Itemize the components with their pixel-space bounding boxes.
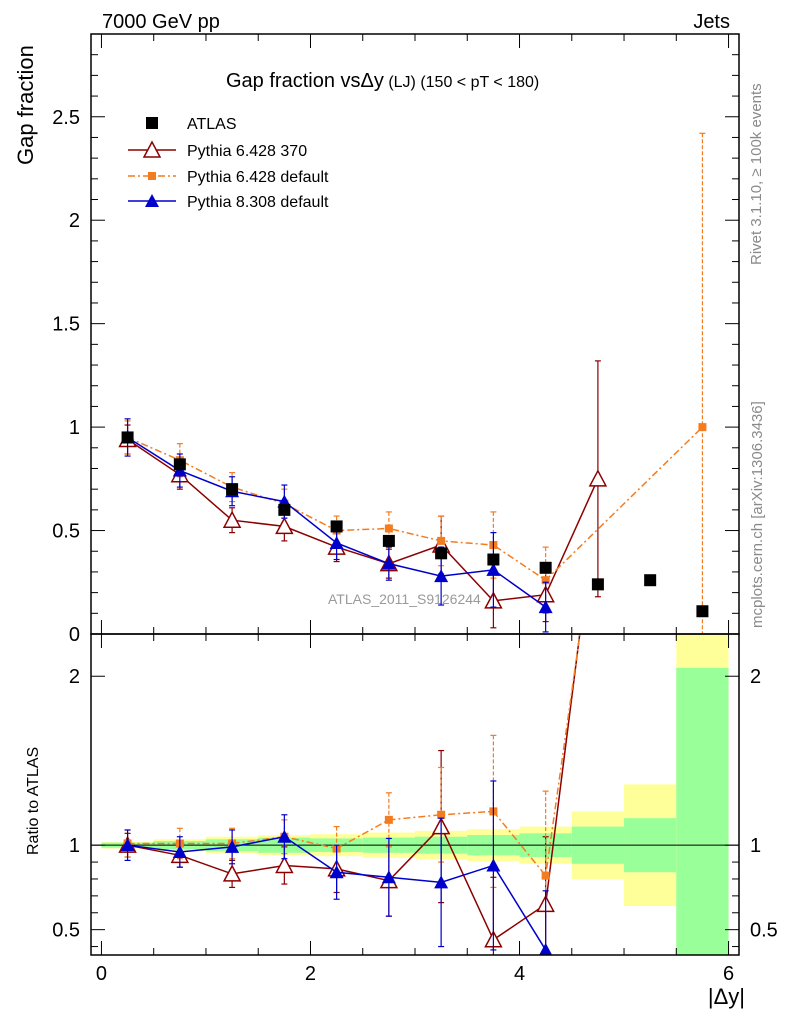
top-atlas-point	[435, 547, 448, 560]
top-y-axis-label: Gap fraction	[13, 45, 38, 165]
legend: ATLAS Pythia 6.428 370 Pythia 6.428 defaul…	[128, 116, 329, 211]
legend-marker	[148, 172, 156, 180]
legend-marker	[145, 194, 159, 207]
ratio-pythia-6-428-default-point	[437, 810, 446, 819]
top-atlas-point	[330, 520, 343, 533]
analysis-watermark: ATLAS_2011_S9126244	[328, 591, 481, 607]
top-y-tick-label: 1	[69, 417, 80, 439]
bottom-y-tick-label-right: 0.5	[750, 920, 778, 942]
green-band-bin	[676, 667, 729, 955]
top-pythia-6-428-370-point	[222, 510, 242, 528]
top-panel-series	[118, 132, 709, 634]
ratio-pythia-8-308-default-point	[486, 858, 501, 872]
bottom-y-tick-label-right: 2	[750, 666, 761, 688]
top-atlas-point	[591, 578, 604, 591]
legend-label: ATLAS	[187, 116, 237, 133]
ratio-pythia-8-308-default-point	[172, 844, 187, 858]
header-left-label: 7000 GeV pp	[102, 11, 220, 33]
bottom-y-axis-label: Ratio to ATLAS	[25, 747, 42, 855]
top-pythia-6-428-370-point	[588, 469, 608, 487]
top-pythia-6-428-default-point	[437, 536, 446, 545]
bottom-y-tick-label: 1	[69, 835, 80, 857]
ratio-pythia-8-308-default-point	[277, 829, 292, 843]
top-pythia-8-308-default-point	[434, 569, 449, 583]
ratio-pythia-8-308-default-point	[225, 839, 240, 853]
x-tick-label: 2	[305, 963, 316, 985]
x-axis-label: |Δy|	[708, 984, 745, 1009]
top-atlas-point	[539, 561, 552, 574]
ratio-pythia-6-428-370-point	[222, 864, 242, 882]
ratio-pythia-8-308-default-point	[329, 865, 344, 879]
top-atlas-point	[278, 503, 291, 516]
x-tick-label: 0	[96, 963, 107, 985]
top-atlas-point	[121, 431, 134, 444]
x-tick-label: 4	[514, 963, 525, 985]
top-atlas-point	[644, 574, 657, 587]
mcplots-label: mcplots.cern.ch [arXiv:1306.3436]	[749, 401, 766, 628]
bottom-panel-axes	[91, 634, 739, 955]
legend-label: Pythia 8.308 default	[187, 194, 329, 211]
top-pythia-8-308-default-point	[538, 600, 553, 614]
top-y-tick-label: 2	[69, 210, 80, 232]
top-atlas-point	[226, 483, 239, 496]
top-y-tick-label: 2.5	[52, 107, 80, 129]
legend-label: Pythia 6.428 default	[187, 169, 329, 186]
top-atlas-point	[382, 534, 395, 547]
top-pythia-8-308-default-point	[329, 535, 344, 549]
legend-label: Pythia 6.428 370	[187, 143, 307, 160]
top-atlas-point	[696, 605, 709, 618]
chart-title-main: Gap fraction vs	[226, 70, 361, 92]
top-y-tick-label: 0.5	[52, 521, 80, 543]
bottom-y-tick-label-right: 1	[750, 835, 761, 857]
ratio-pythia-6-428-default-point	[541, 871, 550, 880]
top-pythia-6-428-370-point	[275, 516, 294, 535]
chart-title-var: y	[374, 70, 384, 92]
legend-marker	[142, 140, 162, 158]
bottom-panel-frame	[90, 633, 740, 956]
chart-title-delta: Δ	[361, 70, 374, 92]
bottom-y-tick-label: 0.5	[52, 920, 80, 942]
ratio-pythia-8-308-default-point	[434, 875, 449, 889]
ratio-pythia-6-428-370-line	[127, 634, 581, 941]
chart-title-rest: (LJ) (150 < pT < 180)	[384, 74, 539, 91]
ratio-pythia-6-428-default-line	[127, 634, 581, 878]
top-pythia-6-428-default-point	[541, 576, 550, 585]
ratio-pythia-8-308-default-point	[120, 838, 135, 852]
ratio-pythia-6-428-370-point	[275, 855, 294, 874]
legend-marker	[146, 117, 158, 129]
top-panel-axes	[91, 34, 739, 635]
top-pythia-6-428-default-point	[698, 423, 707, 432]
top-y-tick-label: 1.5	[52, 314, 80, 336]
header-right-label: Jets	[693, 11, 730, 33]
x-tick-label: 6	[723, 963, 734, 985]
top-pythia-8-308-default-point	[381, 556, 396, 570]
tick-labels: 0 2 4 6 0 0.5 1 1.5 2 2.5 0.5 0.5 1 1 2 2	[52, 107, 778, 985]
ratio-uncertainty-bands	[101, 634, 729, 955]
top-atlas-point	[173, 458, 186, 471]
top-atlas-point	[487, 553, 500, 566]
chart-title: Gap fraction vsΔy (LJ) (150 < pT < 180)	[226, 70, 539, 92]
rivet-version-label: Rivet 3.1.10, ≥ 100k events	[748, 83, 765, 265]
top-y-tick-label: 0	[69, 624, 80, 646]
ratio-pythia-8-308-default-point	[539, 942, 553, 955]
ratio-pythia-6-428-default-point	[384, 815, 393, 824]
top-pythia-6-428-370-line	[127, 438, 599, 602]
top-pythia-8-308-default-point	[486, 562, 501, 576]
ratio-pythia-8-308-default-point	[381, 870, 396, 884]
bottom-panel-series	[118, 634, 581, 955]
top-pythia-6-428-default-point	[384, 524, 393, 533]
bottom-y-tick-label: 2	[69, 666, 80, 688]
top-pythia-6-428-default-line	[127, 426, 703, 582]
